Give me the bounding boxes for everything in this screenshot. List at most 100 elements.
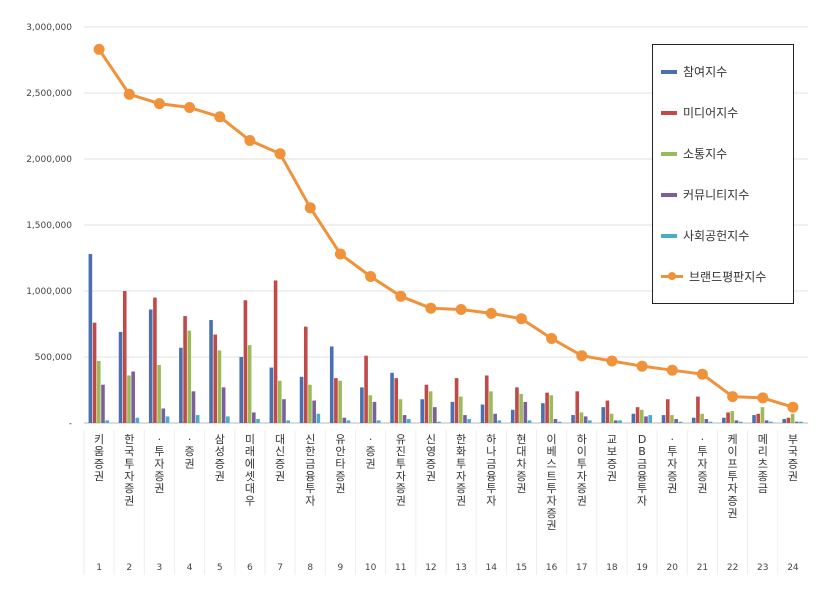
x-rank-label: 1: [96, 563, 102, 573]
bar: [786, 417, 791, 423]
line-point: [757, 392, 769, 404]
bar: [700, 413, 704, 423]
bar: [135, 417, 140, 423]
bar: [635, 407, 640, 423]
line-point: [244, 135, 256, 146]
bar: [105, 420, 109, 423]
line-point: [123, 88, 135, 100]
bar: [463, 415, 467, 423]
line-point: [727, 391, 739, 403]
line-point: [334, 248, 346, 260]
legend-item: 소통지수: [661, 145, 785, 162]
bar-series: [88, 254, 803, 423]
bar: [510, 409, 515, 423]
bar: [738, 421, 743, 423]
bar: [730, 411, 735, 423]
line-point: [546, 333, 558, 344]
x-rank-label: 9: [338, 563, 344, 573]
bar: [467, 419, 471, 423]
bar: [493, 413, 497, 423]
x-category-label: · 투 자 증 권: [667, 433, 677, 495]
line-point: [153, 98, 165, 110]
bar: [402, 415, 407, 423]
bar: [122, 291, 127, 423]
bar: [209, 320, 213, 423]
bar: [303, 326, 308, 423]
bar: [269, 367, 274, 423]
line-point: [214, 111, 226, 123]
legend-item: 미디어지수: [661, 104, 785, 121]
bar: [571, 415, 575, 423]
legend-swatch: [661, 192, 677, 197]
legend-item: 커뮤니티지수: [661, 186, 785, 203]
legend-label: 소통지수: [683, 147, 728, 161]
bar: [424, 384, 429, 423]
line-point: [666, 364, 678, 376]
x-rank-label: 17: [576, 563, 587, 573]
bar: [191, 391, 196, 423]
legend-item: 사회공헌지수: [661, 227, 785, 244]
bar: [670, 415, 674, 423]
bar: [648, 415, 652, 423]
bar: [360, 387, 364, 423]
bar: [101, 384, 105, 423]
bar: [760, 407, 765, 423]
bar: [420, 399, 425, 423]
bar: [88, 254, 93, 423]
bar: [376, 420, 381, 423]
bar: [575, 391, 580, 423]
x-rank-label: 21: [697, 563, 708, 573]
bar: [428, 391, 433, 423]
bar: [557, 421, 562, 423]
legend-swatch: [661, 69, 677, 74]
bar: [372, 401, 377, 423]
x-rank-label: 23: [757, 563, 768, 573]
bar: [213, 334, 218, 423]
x-rank-label: 5: [217, 563, 223, 573]
x-axis: 키 움 증 권 1 한 국 투 자 증 권 2 · 투 자 증 권 3 · 증 권 4 삼 성 증 권 5 미 래 에 셋 대 우 6 대 신 증 권 7 신…: [83, 430, 799, 575]
bar: [407, 419, 411, 423]
bar: [583, 416, 588, 423]
x-category-label: · 증 권: [185, 433, 195, 471]
y-tick-label: 1,500,000: [26, 221, 72, 231]
bar: [549, 395, 554, 423]
bar: [346, 420, 351, 423]
bar: [795, 421, 799, 423]
bar: [187, 330, 192, 423]
y-tick-label: 3,000,000: [26, 23, 72, 33]
bar: [696, 396, 700, 423]
bar: [282, 399, 286, 423]
bar: [368, 395, 373, 423]
bar: [752, 415, 756, 423]
bar: [799, 421, 803, 423]
x-rank-label: 6: [247, 563, 253, 573]
bar: [618, 420, 622, 423]
legend-item: 참여지수: [661, 63, 785, 80]
bar: [226, 416, 230, 423]
line-point: [515, 313, 527, 325]
bar: [148, 309, 153, 423]
x-rank-label: 12: [425, 563, 436, 573]
x-rank-label: 19: [636, 563, 648, 573]
legend-swatch: [661, 151, 677, 156]
bar: [247, 345, 252, 423]
bar: [252, 412, 256, 423]
line-point: [787, 401, 799, 413]
line-point: [576, 350, 588, 362]
bar: [277, 380, 282, 423]
bar: [674, 419, 678, 423]
bar: [678, 421, 683, 423]
bar: [127, 375, 131, 423]
line-point: [304, 202, 316, 214]
